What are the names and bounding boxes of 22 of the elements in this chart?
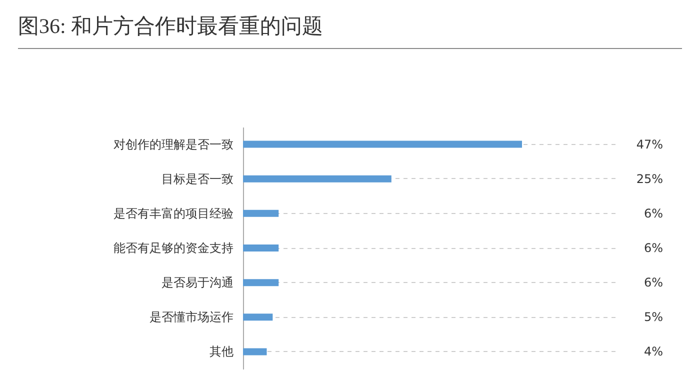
bar [243, 279, 279, 286]
data-label: 6% [644, 206, 663, 220]
data-label: 5% [644, 310, 663, 324]
bar [243, 140, 522, 148]
bar [243, 175, 392, 182]
bar [243, 244, 279, 252]
y-tick-label: 能否有足够的资金支持 [114, 241, 234, 255]
y-tick-label: 对创作的理解是否一致 [114, 137, 234, 152]
bar [243, 210, 279, 217]
data-label: 6% [644, 241, 663, 255]
bar [243, 348, 267, 356]
chart-title: 图36: 和片方合作时最看重的问题 [18, 0, 682, 49]
y-tick-label: 其他 [210, 344, 234, 359]
data-label: 47% [636, 137, 663, 152]
data-label: 4% [644, 344, 663, 359]
y-tick-label: 是否易于沟通 [162, 276, 234, 290]
bar [243, 314, 273, 321]
y-tick-label: 是否有丰富的项目经验 [114, 206, 234, 220]
y-tick-label: 目标是否一致 [162, 172, 234, 186]
data-label: 6% [644, 276, 663, 290]
y-tick-label: 是否懂市场运作 [150, 310, 234, 324]
data-label: 25% [636, 172, 663, 186]
